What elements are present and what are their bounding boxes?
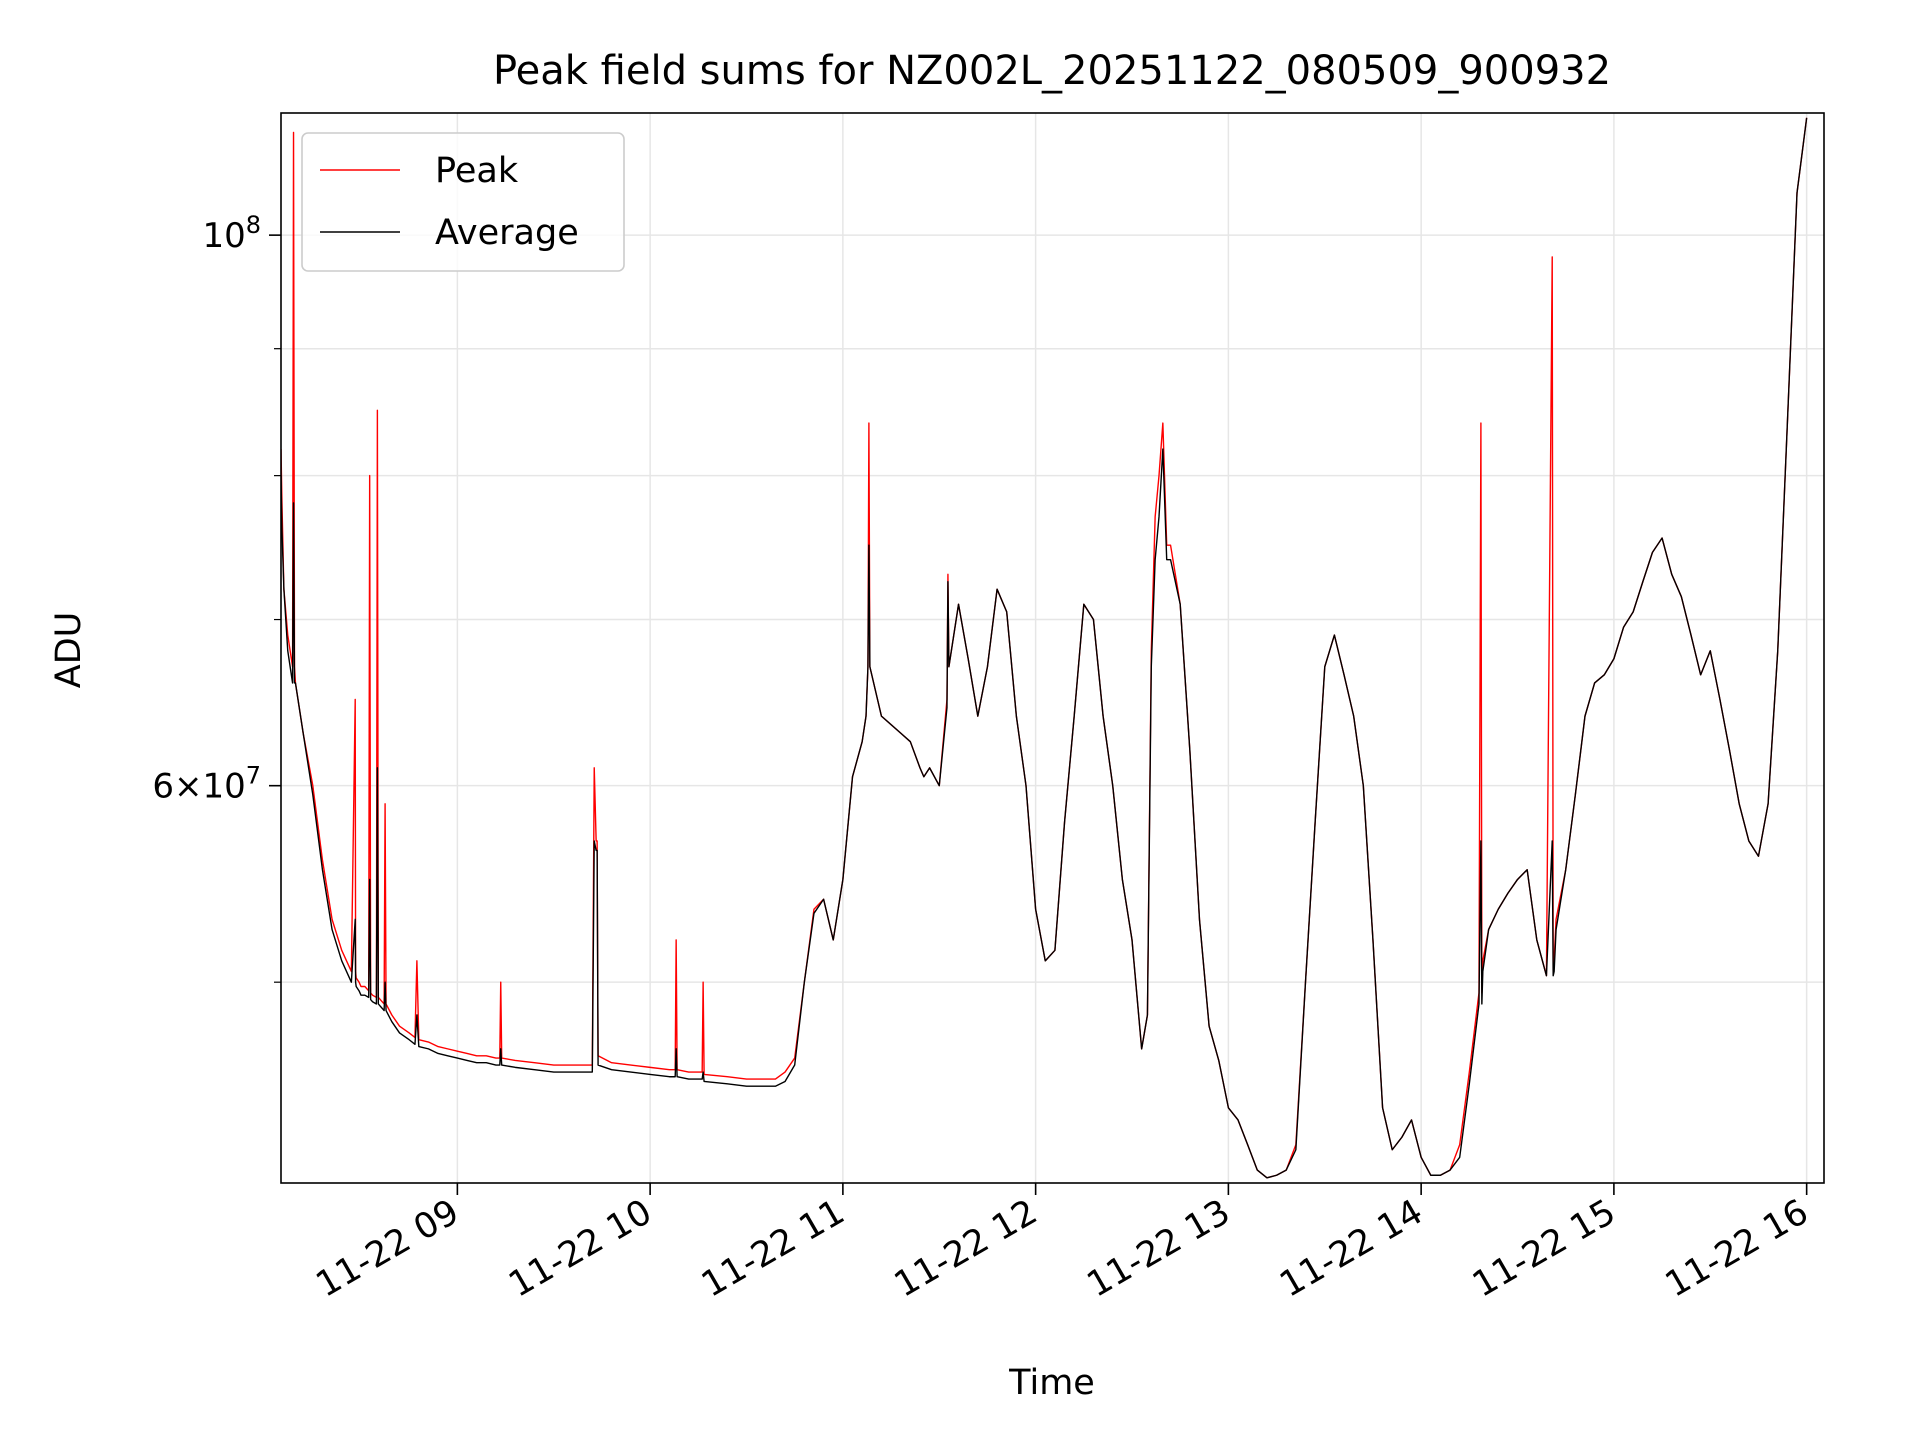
y-tick-label: 6×107 <box>152 762 261 807</box>
y-tick-label: 108 <box>202 211 261 256</box>
plot-frame <box>280 112 1825 1184</box>
series-line-average <box>281 117 1808 1179</box>
plot-area <box>281 113 1824 1183</box>
chart-title: Peak field sums for NZ002L_20251122_0805… <box>493 48 1611 94</box>
legend-label-peak: Peak <box>435 151 519 191</box>
y-axis-label: ADU <box>49 612 89 689</box>
legend-box <box>301 132 625 272</box>
grid-lines <box>281 113 1824 1183</box>
legend: Peak Average <box>301 132 625 272</box>
legend-label-average: Average <box>435 213 579 253</box>
series-lines <box>281 117 1808 1179</box>
x-axis-label: Time <box>1008 1363 1095 1403</box>
